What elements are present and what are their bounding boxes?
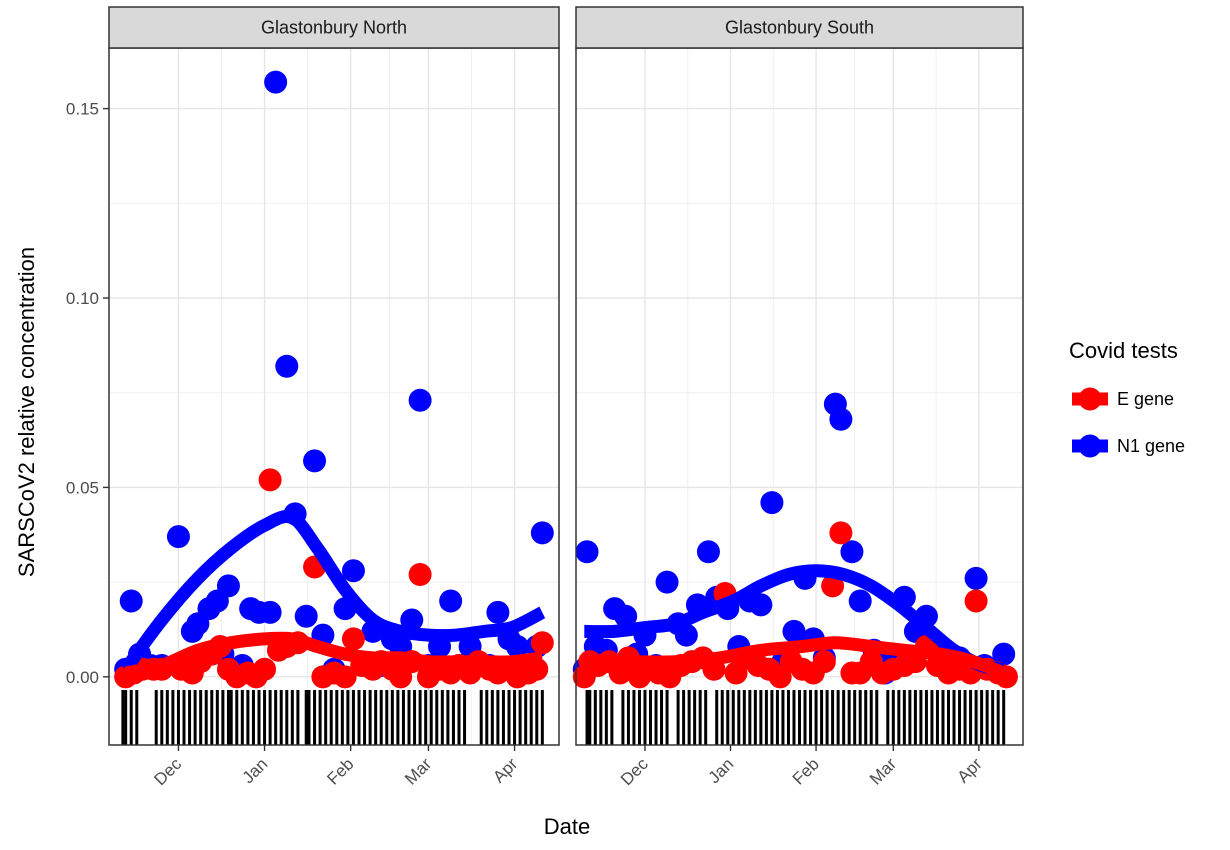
data-point bbox=[674, 623, 698, 647]
data-point bbox=[530, 631, 554, 655]
data-point bbox=[341, 627, 365, 651]
facet-strip-label: Glastonbury South bbox=[725, 18, 874, 38]
y-tick-label: 0.10 bbox=[66, 289, 99, 308]
data-point bbox=[530, 521, 554, 545]
data-point bbox=[992, 642, 1016, 666]
smooth-line-n1-gene bbox=[120, 510, 546, 674]
data-point bbox=[439, 589, 463, 613]
x-axis-title: Date bbox=[544, 814, 590, 839]
legend-item-e-gene: E gene bbox=[1072, 387, 1174, 411]
legend-item-n1-gene: N1 gene bbox=[1072, 434, 1185, 458]
smooth-line-n1-gene bbox=[584, 564, 1005, 676]
data-point bbox=[258, 468, 282, 492]
data-point bbox=[829, 407, 853, 431]
data-point bbox=[303, 449, 327, 473]
panel-background bbox=[109, 48, 559, 745]
y-tick-label: 0.05 bbox=[66, 478, 99, 497]
y-axis-title: SARSCoV2 relative concentration bbox=[14, 247, 39, 577]
data-point bbox=[216, 574, 240, 598]
data-point bbox=[505, 635, 529, 659]
data-point bbox=[964, 589, 988, 613]
data-point bbox=[408, 563, 432, 587]
data-point bbox=[812, 650, 836, 674]
data-point bbox=[760, 491, 784, 515]
legend-key-point bbox=[1078, 434, 1102, 458]
data-point bbox=[848, 589, 872, 613]
data-point bbox=[696, 540, 720, 564]
data-point bbox=[749, 593, 773, 617]
facet-strip-label: Glastonbury North bbox=[261, 18, 407, 38]
y-tick-label: 0.15 bbox=[66, 100, 99, 119]
data-point bbox=[655, 570, 679, 594]
data-point bbox=[614, 604, 638, 628]
data-point bbox=[829, 521, 853, 545]
data-point bbox=[294, 604, 318, 628]
data-point bbox=[964, 566, 988, 590]
data-point bbox=[258, 600, 282, 624]
data-point bbox=[341, 559, 365, 583]
smooth-line-e-gene bbox=[124, 631, 544, 680]
legend-key-point bbox=[1078, 387, 1102, 411]
facet-strip bbox=[575, 6, 1024, 49]
data-point bbox=[119, 589, 143, 613]
data-point bbox=[408, 388, 432, 412]
data-point bbox=[400, 608, 424, 632]
data-point bbox=[821, 574, 845, 598]
data-point bbox=[275, 354, 299, 378]
legend-items: E gene N1 gene bbox=[1072, 387, 1185, 458]
facet-strip bbox=[108, 6, 560, 49]
legend-label: E gene bbox=[1117, 389, 1174, 409]
legend: Covid tests E gene N1 gene bbox=[1069, 338, 1185, 458]
data-point bbox=[333, 665, 357, 689]
data-point bbox=[486, 600, 510, 624]
data-point bbox=[253, 657, 277, 681]
smooth-line-e-gene bbox=[584, 636, 1007, 680]
data-point bbox=[166, 525, 190, 549]
legend-label: N1 gene bbox=[1117, 436, 1185, 456]
data-point bbox=[264, 70, 288, 94]
legend-title: Covid tests bbox=[1069, 338, 1178, 363]
data-point bbox=[575, 540, 599, 564]
data-point bbox=[782, 619, 806, 643]
data-point bbox=[840, 540, 864, 564]
y-tick-label: 0.00 bbox=[66, 668, 99, 687]
